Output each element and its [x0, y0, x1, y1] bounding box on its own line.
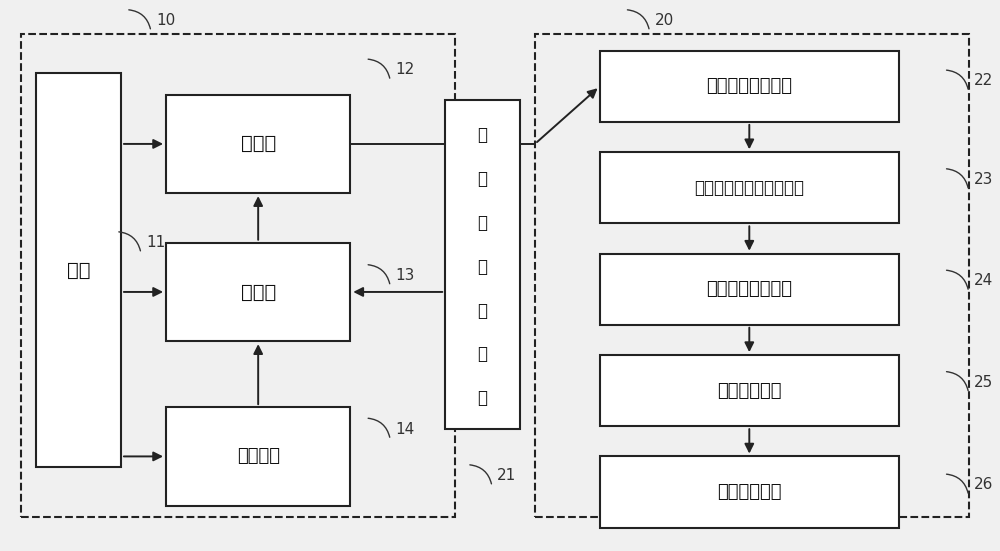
Text: 数据校正模块: 数据校正模块: [717, 382, 782, 399]
Bar: [166, 242, 350, 341]
Text: 25: 25: [974, 375, 993, 390]
Text: 脉冲信息分析和处理模块: 脉冲信息分析和处理模块: [694, 179, 804, 197]
Text: 配: 配: [478, 258, 488, 276]
Text: 13: 13: [395, 268, 415, 283]
Text: 24: 24: [974, 273, 993, 289]
Bar: [600, 456, 899, 528]
Text: 23: 23: [974, 172, 993, 187]
Text: 22: 22: [974, 73, 993, 88]
Bar: [535, 34, 969, 517]
Text: 26: 26: [974, 477, 993, 493]
Text: 交换机: 交换机: [241, 134, 276, 153]
Text: 21: 21: [497, 468, 516, 483]
Text: 11: 11: [146, 235, 165, 250]
Bar: [600, 51, 899, 122]
Bar: [600, 152, 899, 223]
Bar: [166, 407, 350, 506]
Text: 12: 12: [395, 62, 415, 78]
Text: 时钟模块: 时钟模块: [237, 447, 280, 466]
Text: 成像信息获取模块: 成像信息获取模块: [706, 77, 792, 95]
Text: 14: 14: [395, 422, 415, 436]
Text: 探: 探: [478, 126, 488, 144]
Bar: [36, 73, 121, 467]
Text: 符合事件甄别模块: 符合事件甄别模块: [706, 280, 792, 298]
Text: 探测器: 探测器: [241, 283, 276, 301]
Text: 测: 测: [478, 170, 488, 188]
Text: 电源: 电源: [67, 261, 90, 279]
Text: 模: 模: [478, 345, 488, 364]
Text: 器: 器: [478, 214, 488, 232]
Text: 块: 块: [478, 390, 488, 407]
Bar: [445, 100, 520, 429]
Bar: [600, 253, 899, 325]
Text: 置: 置: [478, 301, 488, 320]
Bar: [21, 34, 455, 517]
Bar: [166, 95, 350, 193]
Text: 10: 10: [156, 13, 175, 28]
Text: 图像重建模块: 图像重建模块: [717, 483, 782, 501]
Text: 20: 20: [655, 13, 674, 28]
Bar: [600, 355, 899, 426]
